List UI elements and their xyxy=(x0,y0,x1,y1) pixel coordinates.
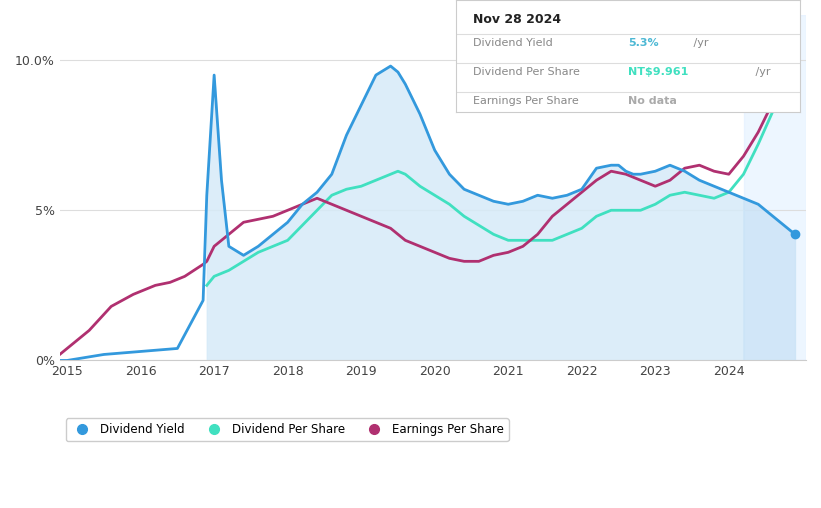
Text: Nov 28 2024: Nov 28 2024 xyxy=(473,13,561,26)
Legend: Dividend Yield, Dividend Per Share, Earnings Per Share: Dividend Yield, Dividend Per Share, Earn… xyxy=(66,419,509,441)
Text: Earnings Per Share: Earnings Per Share xyxy=(473,96,579,106)
Text: NT$9.961: NT$9.961 xyxy=(628,67,689,77)
Text: 5.3%: 5.3% xyxy=(628,38,658,48)
Text: /yr: /yr xyxy=(752,67,771,77)
Text: No data: No data xyxy=(628,96,677,106)
Text: Dividend Per Share: Dividend Per Share xyxy=(473,67,580,77)
Text: Past: Past xyxy=(769,45,796,58)
Bar xyxy=(744,15,806,361)
Text: /yr: /yr xyxy=(690,38,709,48)
Text: Dividend Yield: Dividend Yield xyxy=(473,38,553,48)
